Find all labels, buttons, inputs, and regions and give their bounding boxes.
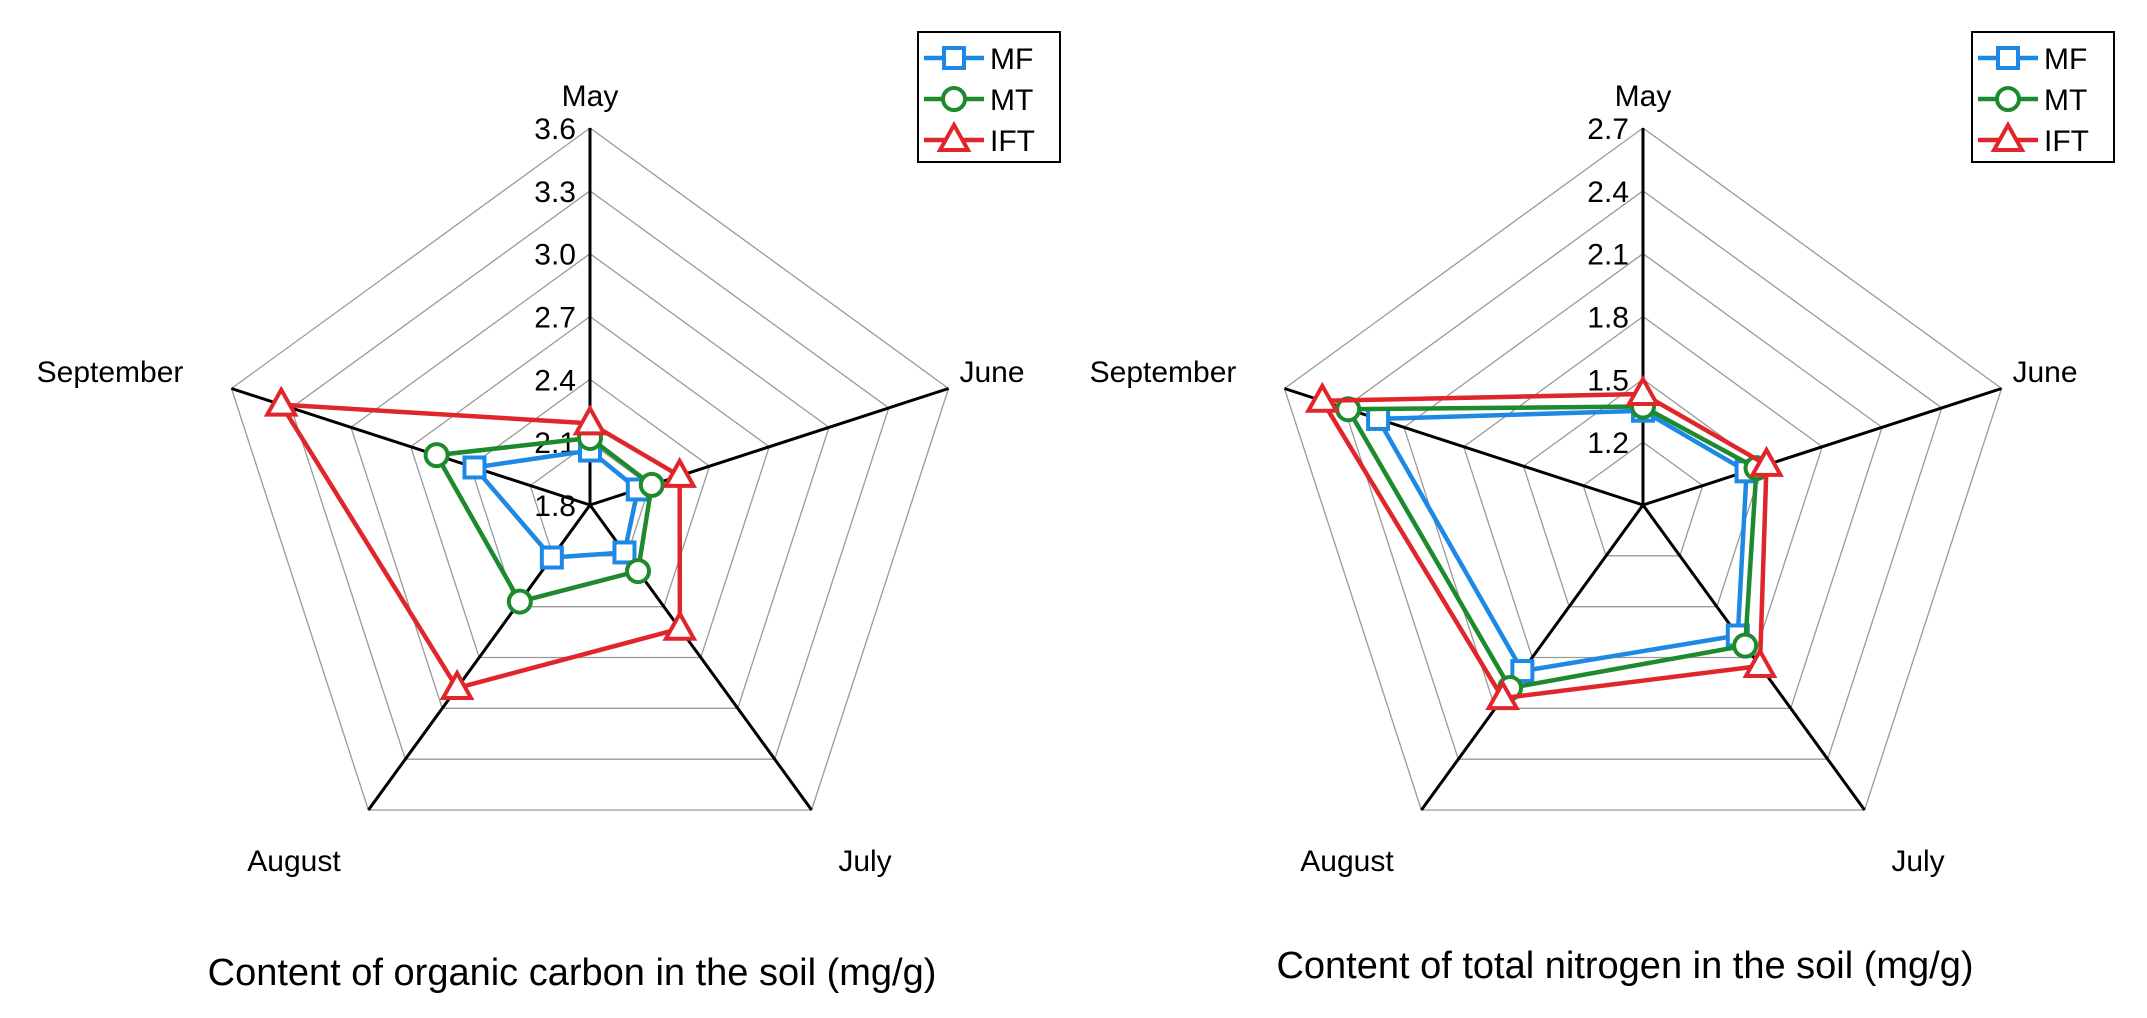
data-point-ift-may	[572, 404, 608, 436]
legend-label-ift: IFT	[990, 125, 1035, 158]
radial-tick-label: 1.8	[1587, 302, 1629, 335]
category-label-may: May	[1615, 80, 1672, 113]
data-point-mf-july	[612, 540, 637, 565]
legend-marker-mf	[1996, 46, 2020, 70]
radial-tick-label: 1.5	[1587, 364, 1629, 397]
radial-tick-label: 2.1	[1587, 239, 1629, 272]
category-label-july: July	[1891, 845, 1944, 878]
grid-ring	[290, 190, 890, 760]
axis-spoke-august	[1420, 504, 1645, 811]
category-label-june: June	[959, 356, 1024, 389]
category-label-may: May	[562, 80, 619, 113]
legend-label-mt: MT	[2044, 84, 2087, 117]
legend-marker-mf	[942, 46, 966, 70]
axis-spoke-july	[1641, 504, 1866, 811]
category-label-june: June	[2012, 356, 2077, 389]
category-label-august: August	[247, 845, 341, 878]
axis-spoke-june	[1642, 387, 2003, 507]
category-label-july: July	[838, 845, 891, 878]
grid-ring	[1343, 190, 1943, 760]
grid-ring	[1582, 441, 1704, 557]
data-point-mf-august	[539, 545, 564, 570]
radial-tick-label: 3.3	[534, 176, 576, 209]
grid-ring	[409, 315, 771, 659]
data-point-mf-august	[1510, 659, 1535, 684]
data-point-ift-july	[662, 609, 698, 641]
radial-tick-label: 1.8	[534, 490, 576, 523]
data-point-mt-june	[638, 471, 665, 498]
series-line-mt	[1344, 404, 1759, 691]
legend-marker-mt	[1995, 86, 2021, 112]
chart-title: Content of organic carbon in the soil (m…	[208, 952, 937, 994]
radial-tick-label: 3.6	[534, 113, 576, 146]
grid-ring	[1283, 127, 2003, 811]
data-point-ift-june	[1749, 445, 1784, 477]
category-label-august: August	[1300, 845, 1394, 878]
data-point-mt-august	[506, 588, 533, 615]
data-point-mf-september	[462, 455, 487, 480]
data-point-ift-september	[1304, 381, 1340, 413]
data-point-ift-august	[439, 668, 475, 700]
legend-label-ift: IFT	[2044, 125, 2089, 158]
radial-tick-label: 2.7	[534, 302, 576, 335]
data-point-mt-july	[1732, 632, 1759, 659]
data-point-mt-september	[423, 442, 450, 469]
legend-marker-mt	[941, 86, 967, 112]
legend-marker-ift	[936, 120, 972, 152]
grid-ring	[350, 252, 830, 709]
legend-label-mf: MF	[2044, 43, 2087, 76]
series-line-mf	[1374, 408, 1749, 674]
legend-label-mf: MF	[990, 43, 1033, 76]
radial-tick-label: 2.4	[534, 364, 576, 397]
radial-tick-label: 2.7	[1587, 113, 1629, 146]
radial-tick-label: 1.2	[1587, 427, 1629, 460]
data-point-mf-september	[1366, 406, 1391, 431]
grid-ring	[230, 127, 950, 811]
category-label-september: September	[37, 356, 184, 389]
category-label-september: September	[1090, 356, 1237, 389]
radial-tick-label: 3.0	[534, 239, 576, 272]
legend-marker-ift	[1990, 120, 2026, 152]
chart-title: Content of total nitrogen in the soil (m…	[1276, 945, 1973, 987]
data-point-ift-july	[1742, 646, 1778, 678]
radial-tick-label: 2.4	[1587, 176, 1629, 209]
legend-label-mt: MT	[990, 84, 1033, 117]
data-point-ift-june	[662, 456, 698, 488]
data-point-ift-may	[1625, 374, 1661, 406]
data-point-ift-september	[263, 385, 299, 417]
grid-ring	[1462, 315, 1824, 659]
series-line-ift	[1318, 391, 1769, 701]
data-point-ift-august	[1485, 679, 1521, 711]
data-point-mt-july	[625, 558, 652, 585]
grid-ring	[469, 378, 711, 608]
series-line-ift	[277, 402, 683, 691]
radar-chart-organic-carbon: 1.82.12.42.73.03.33.6MayJuneJulyAugustSe…	[37, 31, 1061, 994]
